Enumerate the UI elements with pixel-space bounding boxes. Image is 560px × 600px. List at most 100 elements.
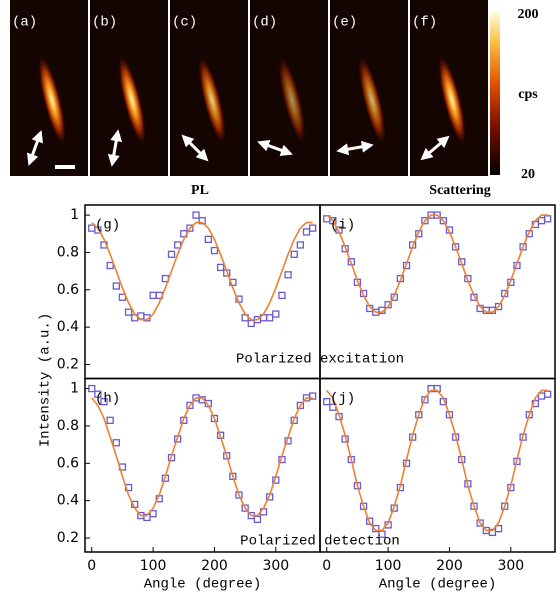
colorbar-label: cps [518,87,538,102]
data-point [216,263,225,272]
emission-streak [277,53,307,147]
polarization-arrow [107,129,123,167]
data-point [384,301,392,309]
x-tick-label: 100 [140,558,167,574]
data-point [106,261,114,270]
data-point [198,217,206,225]
data-point [235,491,243,499]
y-tick-label: 0.4 [57,493,79,509]
colorbar-tick-label: 20 [521,167,535,182]
colorbar [490,10,500,175]
image-label: (f) [412,15,437,31]
data-point [359,502,368,510]
data-point [186,224,194,232]
data-point [198,396,206,404]
scale-bar [55,165,75,169]
data-point [88,224,96,232]
y-tick-label: 0.2 [57,530,79,546]
data-point [537,217,546,225]
y-tick-label: 0.6 [57,282,79,298]
image-label: (e) [332,15,357,31]
panel-label: (j) [330,391,355,407]
data-point [241,504,249,512]
polarization-arrow [336,140,374,156]
emission-streak [357,53,387,147]
image-label: (d) [252,15,277,31]
y-axis-label: Intensity (a.u.) [38,313,54,447]
data-point [192,211,200,219]
data-point [94,226,102,234]
data-point [323,398,331,406]
panel-frame [319,377,556,553]
data-point [421,217,429,225]
panel-label: (i) [330,218,355,234]
image-label: (a) [12,15,37,31]
data-point [88,384,96,393]
x-tick-label: 0 [87,558,96,574]
data-point [167,250,176,258]
data-point [210,414,219,423]
data-point [445,411,454,419]
image-label: (c) [172,15,197,31]
data-point [223,452,231,460]
data-point [266,314,274,322]
data-point [308,224,317,232]
data-point [204,235,212,244]
y-tick-label: 1 [70,207,79,223]
polarization-arrow [181,134,209,162]
x-tick-label: 0 [322,558,331,574]
y-tick-label: 1 [70,381,79,397]
data-point [519,243,527,251]
data-point [229,278,237,286]
column-title: Scattering [429,183,490,198]
data-point [494,302,503,311]
data-point [415,411,423,419]
data-point [329,217,337,225]
panel-frame [84,377,321,553]
data-point [186,401,194,410]
column-title: PL [191,183,209,198]
annotation: Polarized detection [240,534,400,550]
image-label: (b) [92,15,117,31]
data-point [476,519,484,527]
data-point [290,250,298,258]
panel-label: (h) [95,391,120,407]
data-point [253,515,262,523]
emission-streak [197,53,227,147]
fit-line [326,214,548,313]
data-point [112,282,120,290]
data-point [118,293,127,301]
data-point [302,228,311,236]
colorbar-tick-label: 200 [518,7,539,22]
data-point [272,310,280,318]
x-tick-label: 200 [201,558,228,574]
y-tick-label: 0.2 [57,356,79,372]
emission-streak [117,53,147,147]
data-point [470,502,478,510]
x-tick-label: 300 [497,558,524,574]
data-point [124,308,133,316]
data-point [543,390,552,398]
data-point [531,399,540,408]
y-tick-label: 0.8 [57,418,79,434]
data-point [296,401,305,410]
data-point [439,217,447,225]
data-point [174,241,182,249]
x-tick-label: 200 [436,558,463,574]
data-point [149,291,157,300]
annotation: Polarized excitation [236,352,404,368]
x-axis-label: Angle (degree) [144,577,262,593]
polarization-arrow [420,135,450,161]
data-point [229,472,237,481]
data-point [210,246,219,255]
data-point [525,411,533,419]
data-point [501,502,509,510]
emission-streak [37,53,67,147]
y-tick-label: 0.8 [57,244,79,260]
data-point [100,398,108,406]
data-point [296,241,305,249]
fit-line [326,389,548,532]
data-point [106,416,114,424]
fit-line [91,221,313,321]
